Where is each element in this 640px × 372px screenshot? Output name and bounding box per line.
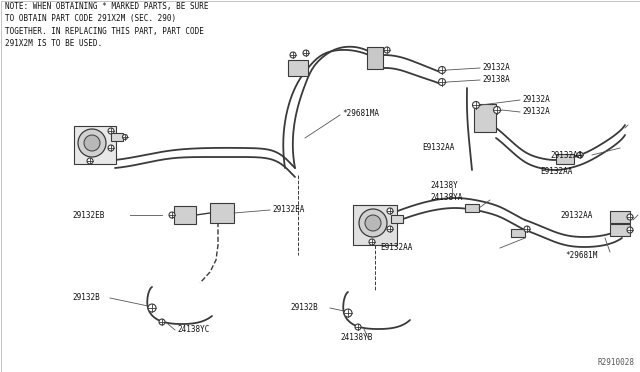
Circle shape bbox=[169, 212, 175, 218]
Circle shape bbox=[122, 135, 127, 140]
Text: 24138YA: 24138YA bbox=[430, 193, 462, 202]
Bar bbox=[367, 47, 383, 69]
Bar bbox=[610, 211, 630, 223]
Text: 29132A: 29132A bbox=[522, 96, 550, 105]
Circle shape bbox=[359, 209, 387, 237]
Circle shape bbox=[369, 239, 375, 245]
Bar bbox=[610, 224, 630, 236]
Bar bbox=[353, 205, 397, 245]
Circle shape bbox=[84, 135, 100, 151]
Text: 29132EA: 29132EA bbox=[272, 205, 305, 215]
Text: 24138YB: 24138YB bbox=[340, 334, 372, 343]
Bar bbox=[174, 206, 196, 224]
Circle shape bbox=[344, 309, 352, 317]
Circle shape bbox=[159, 319, 165, 325]
Circle shape bbox=[365, 215, 381, 231]
Text: 24138YC: 24138YC bbox=[177, 326, 209, 334]
Text: 24138Y: 24138Y bbox=[430, 180, 458, 189]
Circle shape bbox=[627, 227, 633, 233]
Circle shape bbox=[472, 102, 479, 109]
Text: 29132AA: 29132AA bbox=[550, 151, 582, 160]
Bar bbox=[474, 104, 496, 132]
Text: 29138A: 29138A bbox=[482, 76, 509, 84]
Bar bbox=[111, 133, 123, 141]
Circle shape bbox=[78, 129, 106, 157]
Circle shape bbox=[148, 304, 156, 312]
Circle shape bbox=[438, 78, 445, 86]
Text: 29132A: 29132A bbox=[522, 108, 550, 116]
Text: *29681M: *29681M bbox=[565, 250, 597, 260]
Bar bbox=[556, 154, 574, 164]
Text: 29132B: 29132B bbox=[72, 294, 100, 302]
Text: *29681MA: *29681MA bbox=[342, 109, 379, 118]
Text: NOTE: WHEN OBTAINING * MARKED PARTS, BE SURE
TO OBTAIN PART CODE 291X2M (SEC. 29: NOTE: WHEN OBTAINING * MARKED PARTS, BE … bbox=[5, 2, 209, 48]
Circle shape bbox=[108, 128, 114, 134]
Text: E9132AA: E9132AA bbox=[540, 167, 572, 176]
Bar bbox=[465, 204, 479, 212]
Circle shape bbox=[438, 67, 445, 74]
Circle shape bbox=[303, 50, 309, 56]
Text: 29132EB: 29132EB bbox=[72, 211, 104, 219]
Circle shape bbox=[384, 47, 390, 53]
Circle shape bbox=[108, 145, 114, 151]
Circle shape bbox=[355, 324, 361, 330]
Bar bbox=[288, 60, 308, 76]
Bar bbox=[74, 126, 116, 164]
Circle shape bbox=[387, 208, 393, 214]
Text: 29132A: 29132A bbox=[482, 64, 509, 73]
Text: 29132AA: 29132AA bbox=[560, 211, 593, 219]
Text: R2910028: R2910028 bbox=[598, 358, 635, 367]
Circle shape bbox=[387, 226, 393, 232]
Bar bbox=[511, 229, 525, 237]
Text: E9132AA: E9132AA bbox=[422, 144, 454, 153]
Circle shape bbox=[290, 52, 296, 58]
Text: 29132B: 29132B bbox=[290, 304, 317, 312]
Circle shape bbox=[493, 106, 500, 113]
Circle shape bbox=[627, 214, 633, 220]
Circle shape bbox=[524, 226, 530, 232]
Bar bbox=[210, 203, 234, 223]
Bar bbox=[391, 215, 403, 223]
Circle shape bbox=[577, 152, 583, 158]
Text: E9132AA: E9132AA bbox=[380, 244, 412, 253]
Circle shape bbox=[87, 158, 93, 164]
